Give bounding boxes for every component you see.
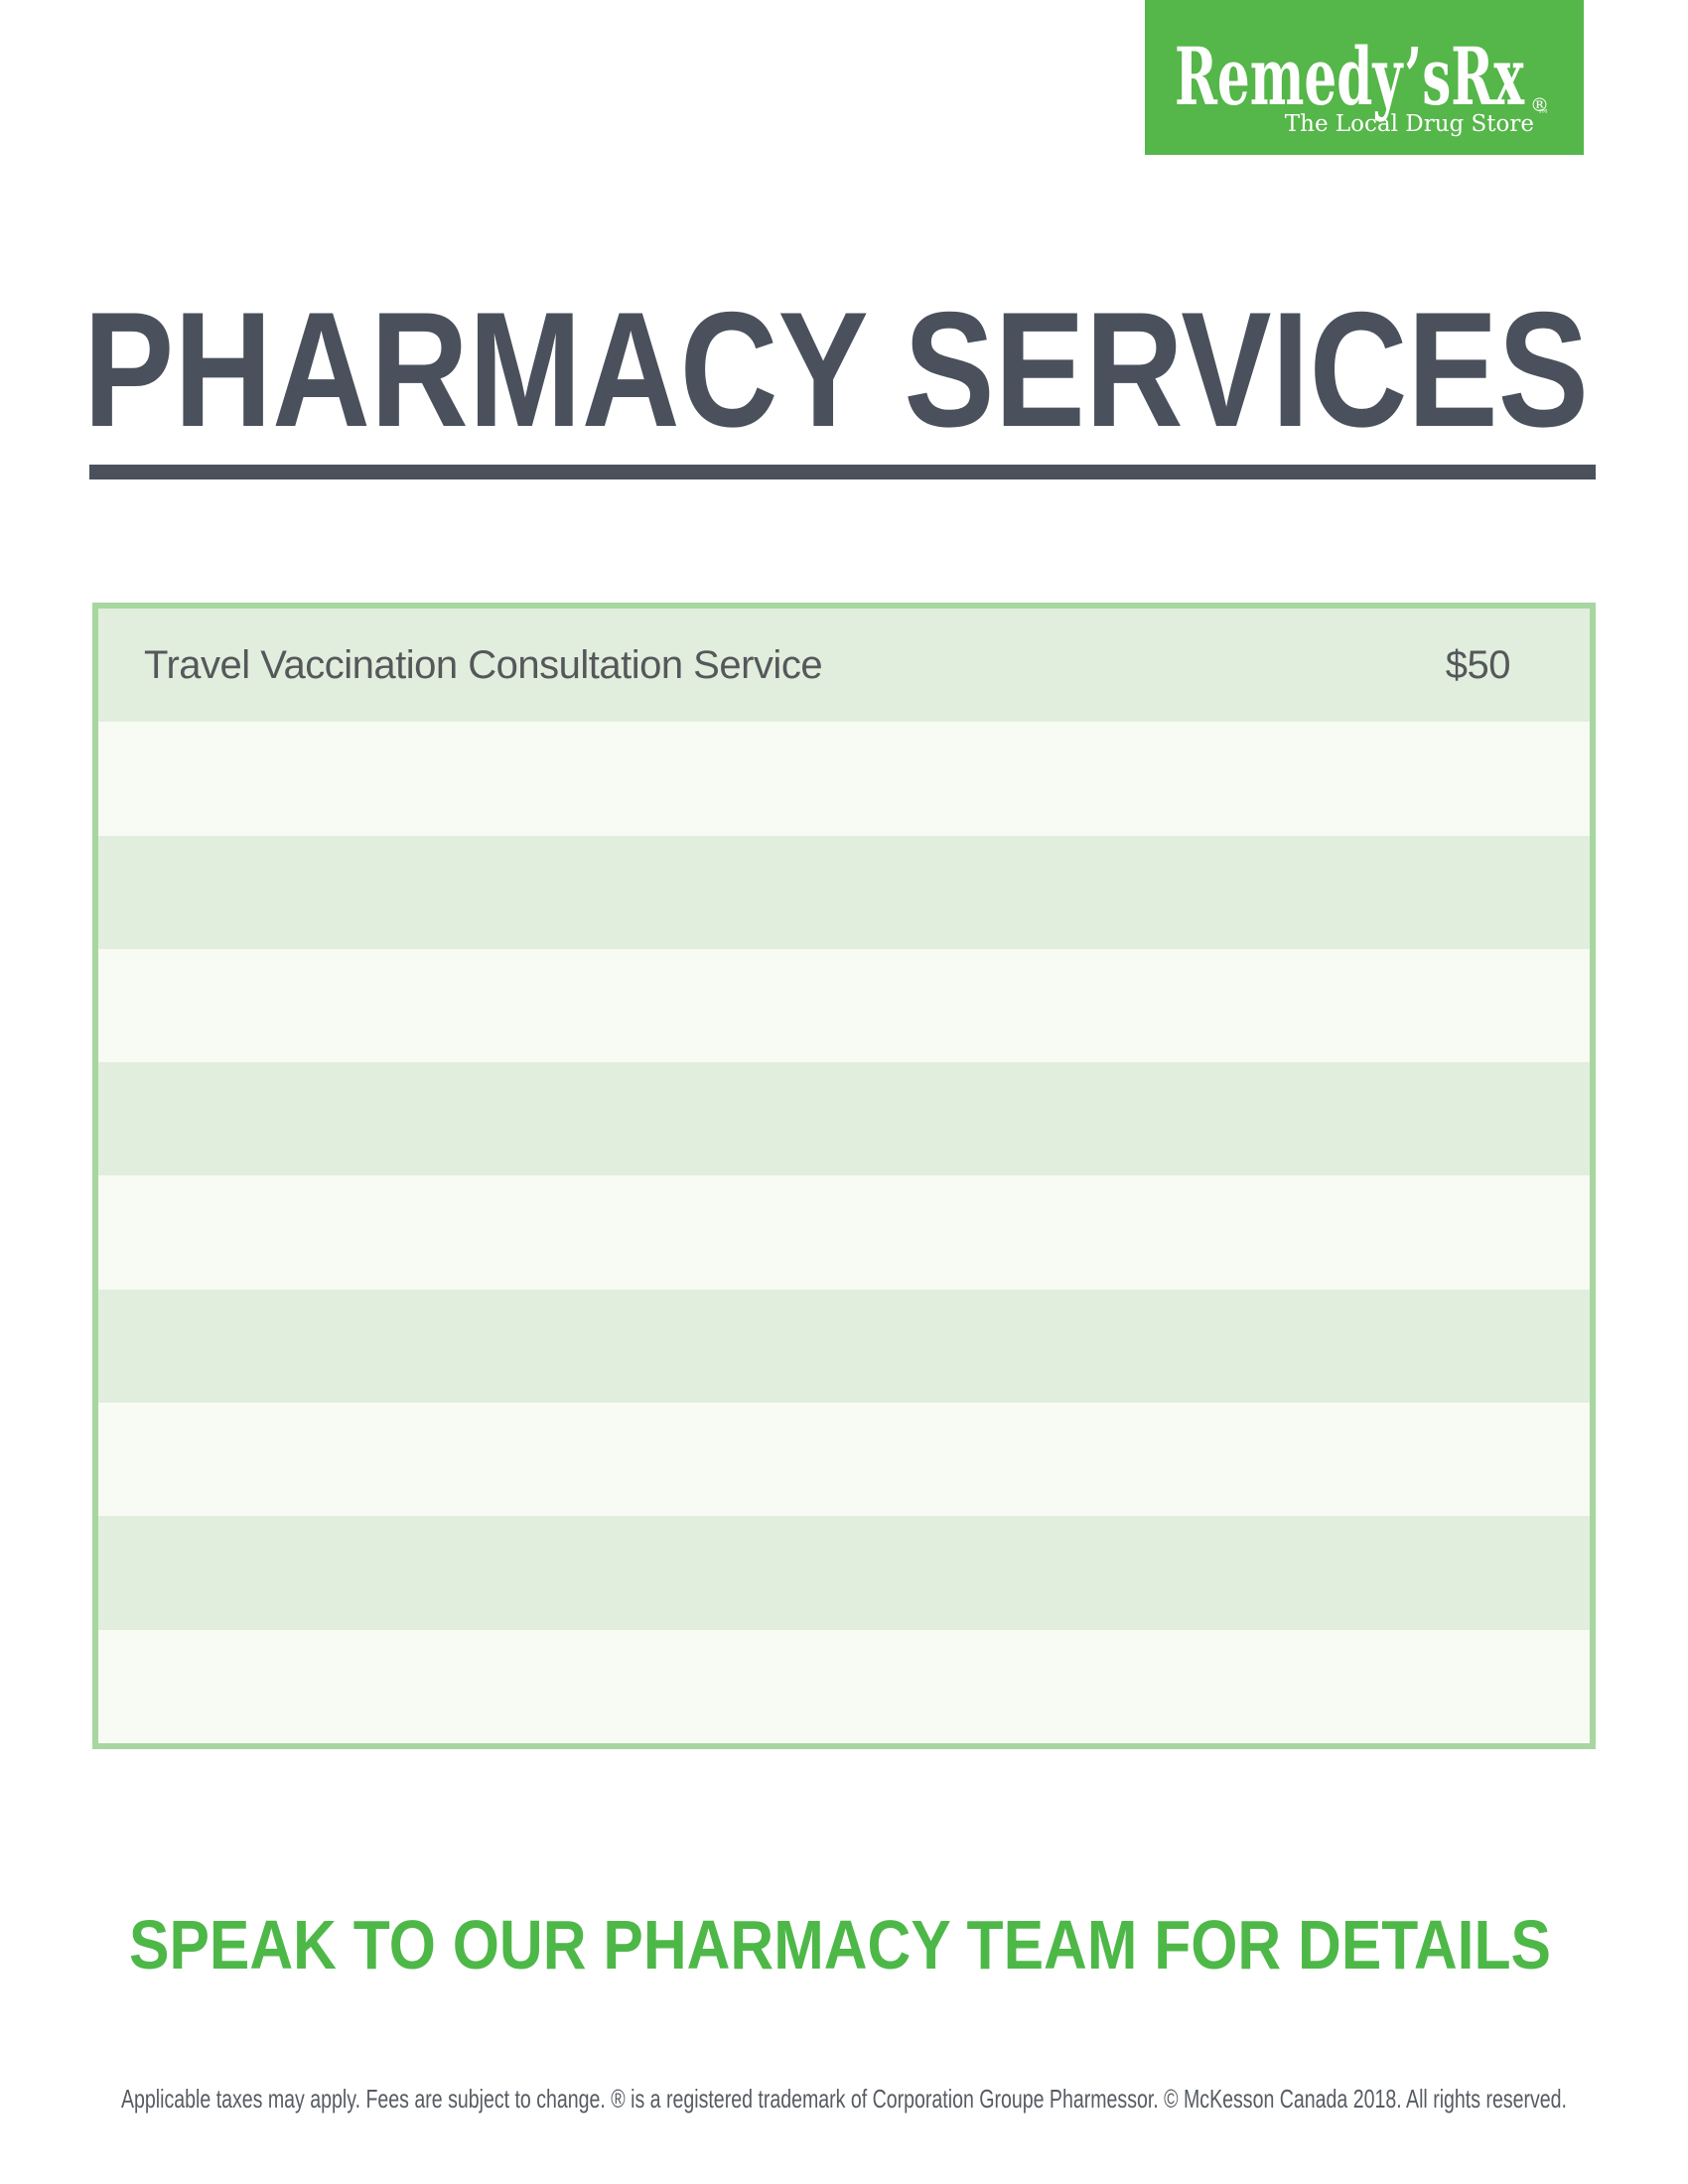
services-table: Travel Vaccination Consultation Service $… xyxy=(92,603,1596,1749)
service-row xyxy=(98,948,1590,1063)
logo-brand-text: Remedy’sRx xyxy=(1175,30,1525,123)
legal-footnote: Applicable taxes may apply. Fees are sub… xyxy=(121,2084,1567,2114)
page-title: PHARMACY SERVICES xyxy=(83,287,1589,456)
legal-text: Applicable taxes may apply. Fees are sub… xyxy=(121,2084,1567,2114)
logo-tagline: The Local Drug Store xyxy=(1285,111,1534,137)
service-row: Travel Vaccination Consultation Service $… xyxy=(98,609,1590,723)
registered-trademark-icon: ® xyxy=(1530,94,1549,116)
service-row xyxy=(98,1516,1590,1630)
service-row xyxy=(98,1629,1590,1743)
service-row xyxy=(98,1289,1590,1404)
remedysrx-logo-art: Remedy’sRx ® The Local Drug Store ™ xyxy=(1175,30,1549,137)
title-underline xyxy=(89,465,1596,479)
service-row xyxy=(98,1403,1590,1517)
service-name: Travel Vaccination Consultation Service xyxy=(144,642,823,687)
cta-text: SPEAK TO OUR PHARMACY TEAM FOR DETAILS xyxy=(129,1906,1551,1980)
trademark-icon: ™ xyxy=(1537,107,1549,121)
service-row xyxy=(98,722,1590,836)
service-row xyxy=(98,1062,1590,1176)
remedysrx-logo: Remedy’sRx ® The Local Drug Store ™ xyxy=(1145,0,1584,155)
cta-banner: SPEAK TO OUR PHARMACY TEAM FOR DETAILS xyxy=(129,1906,1551,1980)
service-row xyxy=(98,1175,1590,1290)
service-row xyxy=(98,835,1590,949)
service-price: $50 xyxy=(1445,642,1511,687)
page-title-text: PHARMACY SERVICES xyxy=(83,287,1589,456)
